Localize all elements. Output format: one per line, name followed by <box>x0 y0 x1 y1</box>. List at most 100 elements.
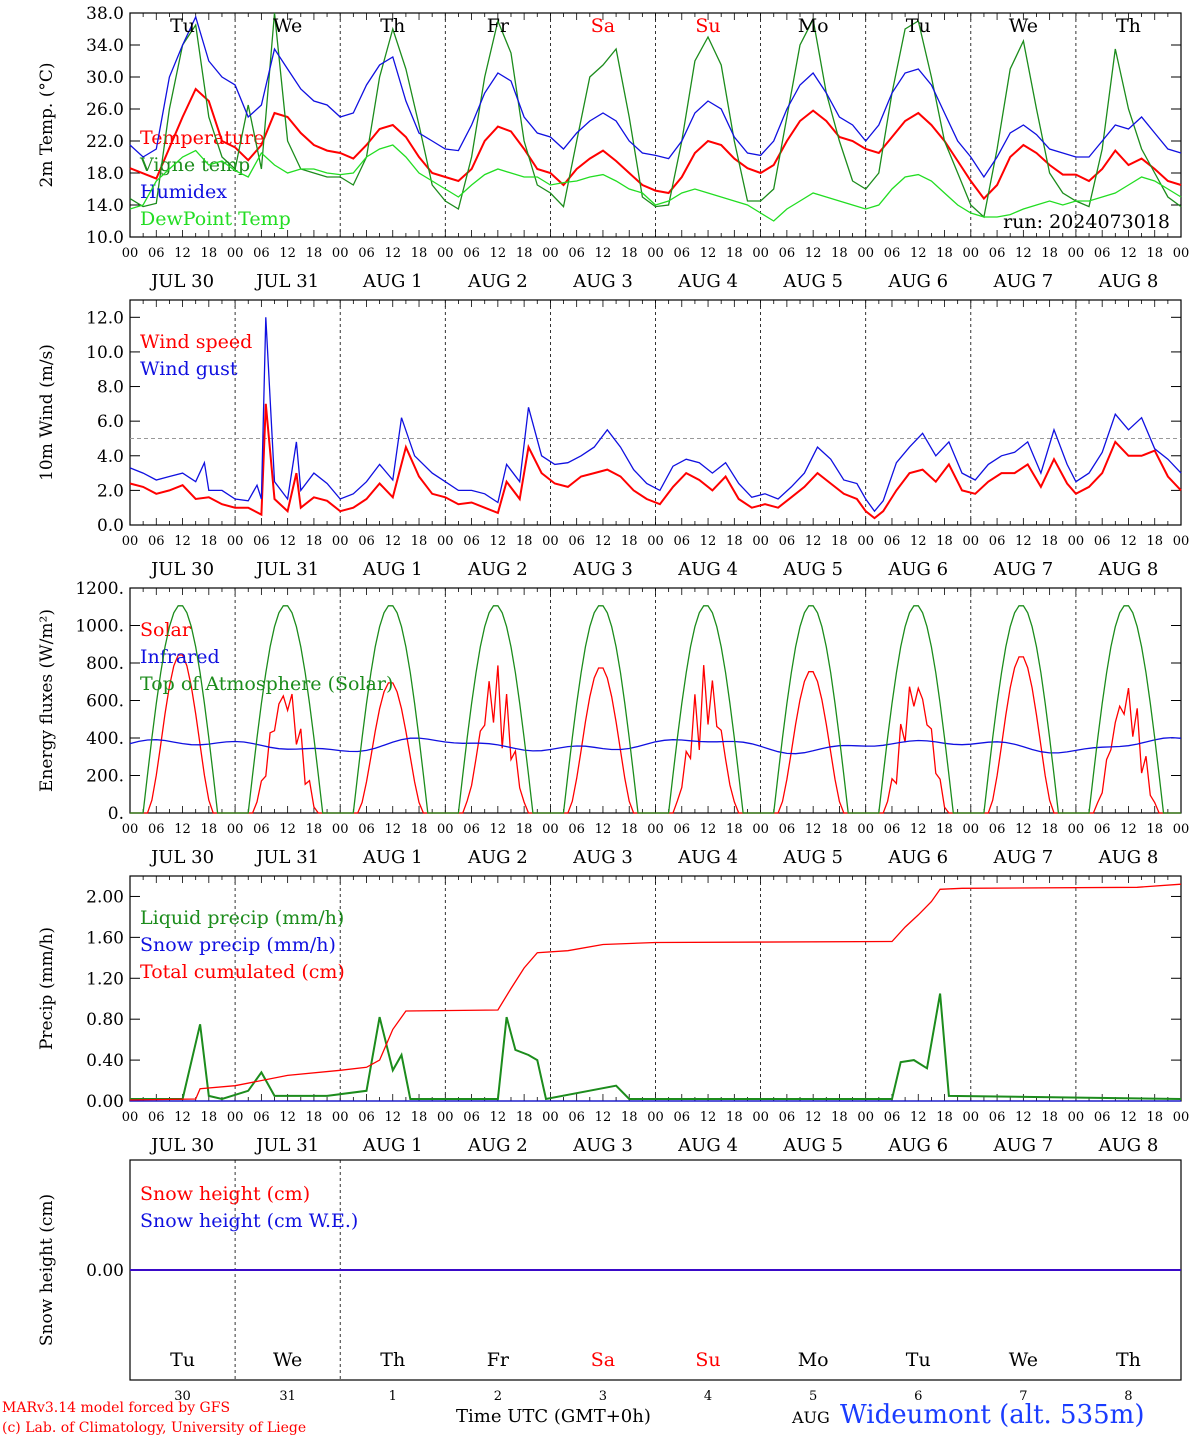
hour-label: 18 <box>306 822 323 837</box>
y-tick-label: 12.0 <box>86 308 124 328</box>
hour-label: 00 <box>122 822 139 837</box>
hour-label: 18 <box>726 246 743 261</box>
hour-label: 00 <box>1068 534 1085 549</box>
hour-label: 12 <box>1120 534 1137 549</box>
day-number-label: 7 <box>1019 1389 1027 1404</box>
hour-label: 00 <box>752 246 769 261</box>
weekday-label-top: We <box>273 15 302 37</box>
hour-label: 12 <box>384 822 401 837</box>
date-label: JUL 30 <box>149 847 214 868</box>
hour-label: 18 <box>201 822 218 837</box>
date-label: JUL 31 <box>254 271 319 292</box>
hour-label: 00 <box>332 1110 349 1125</box>
hour-label: 18 <box>831 534 848 549</box>
weekday-label-bottom: Sa <box>591 1349 615 1371</box>
series-line-vigne-temp <box>129 12 1182 219</box>
y-axis-label: Energy fluxes (W/m²) <box>37 609 57 792</box>
hour-label: 06 <box>674 1110 691 1125</box>
hour-label: 12 <box>910 534 927 549</box>
legend-entry: Wind gust <box>140 358 238 380</box>
date-label: AUG 6 <box>887 1135 948 1156</box>
y-tick-label: 800. <box>86 654 124 674</box>
hour-label: 00 <box>1068 1110 1085 1125</box>
y-tick-label: 38.0 <box>86 4 124 24</box>
y-tick-label: 1.20 <box>86 969 124 989</box>
hour-label: 18 <box>936 1110 953 1125</box>
y-axis-label: Snow height (cm) <box>37 1194 57 1346</box>
y-tick-label: 2.0 <box>97 481 124 501</box>
hour-label: 12 <box>700 534 717 549</box>
hour-label: 06 <box>779 534 796 549</box>
weekday-label-top: Th <box>380 15 405 37</box>
hour-label: 12 <box>910 822 927 837</box>
legend-entry: Snow height (cm) <box>140 1183 310 1205</box>
date-label: AUG 8 <box>1098 847 1159 868</box>
hour-label: 12 <box>490 246 507 261</box>
legend-entry: Top of Atmosphere (Solar) <box>140 673 393 695</box>
hour-label: 00 <box>437 1110 454 1125</box>
hour-label: 00 <box>227 1110 244 1125</box>
hour-label: 18 <box>516 246 533 261</box>
hour-label: 06 <box>463 822 480 837</box>
hour-label: 06 <box>674 246 691 261</box>
weekday-label-bottom: Su <box>695 1349 720 1371</box>
weekday-label-bottom: Th <box>1116 1349 1141 1371</box>
hour-label: 12 <box>595 534 612 549</box>
legend-entry: DewPoint Temp <box>140 208 291 230</box>
run-label: run: 2024073018 <box>1003 211 1170 233</box>
hour-label: 06 <box>779 822 796 837</box>
hour-label: 00 <box>963 534 980 549</box>
hour-label: 00 <box>227 534 244 549</box>
hour-label: 18 <box>726 1110 743 1125</box>
y-axis-label: 10m Wind (m/s) <box>37 344 57 481</box>
legend-entry: Humidex <box>140 181 227 203</box>
hour-label: 18 <box>411 534 428 549</box>
hour-label: 06 <box>884 822 901 837</box>
date-label: AUG 4 <box>677 1135 738 1156</box>
hour-label: 12 <box>174 822 191 837</box>
hour-label: 00 <box>647 246 664 261</box>
hour-label: 12 <box>910 246 927 261</box>
hour-label: 06 <box>884 1110 901 1125</box>
weekday-label-bottom: Tu <box>170 1349 195 1371</box>
weekday-label-bottom: Tu <box>906 1349 931 1371</box>
month-label: AUG <box>792 1408 830 1427</box>
hour-label: 18 <box>306 1110 323 1125</box>
y-tick-label: 26.0 <box>86 100 124 120</box>
hour-label: 12 <box>279 246 296 261</box>
y-tick-label: 1000. <box>75 617 124 637</box>
hour-label: 06 <box>463 1110 480 1125</box>
weekday-label-top: Th <box>1116 15 1141 37</box>
hour-label: 12 <box>1120 1110 1137 1125</box>
hour-label: 18 <box>201 1110 218 1125</box>
hour-label: 06 <box>253 246 270 261</box>
date-label: AUG 7 <box>992 559 1053 580</box>
series-line-liquid-precip-mm-h- <box>130 993 1182 1101</box>
hour-label: 06 <box>148 822 165 837</box>
series-line-total-cumulated-cm- <box>129 883 1182 1101</box>
hour-label: 06 <box>1094 822 1111 837</box>
hour-label: 00 <box>437 534 454 549</box>
hour-label: 00 <box>857 246 874 261</box>
panel-frame <box>129 587 1182 814</box>
hour-label: 00 <box>542 1110 559 1125</box>
hour-label: 12 <box>1015 822 1032 837</box>
hour-label: 12 <box>805 822 822 837</box>
day-number-label: 5 <box>809 1389 817 1404</box>
hour-label: 06 <box>253 822 270 837</box>
weekday-label-top: Fr <box>487 15 510 37</box>
hour-label: 00 <box>1173 1110 1190 1125</box>
series-line-infrared <box>129 736 1182 755</box>
hour-label: 00 <box>542 822 559 837</box>
hour-label: 00 <box>122 246 139 261</box>
hour-label: 06 <box>358 246 375 261</box>
hour-label: 18 <box>936 822 953 837</box>
y-tick-label: 1.60 <box>86 928 124 948</box>
hour-label: 12 <box>1015 534 1032 549</box>
hour-label: 12 <box>384 534 401 549</box>
lab-credit: (c) Lab. of Climatology, University of L… <box>2 1420 307 1436</box>
date-label: AUG 4 <box>677 271 738 292</box>
panel-frame <box>129 299 1182 526</box>
date-label: AUG 5 <box>782 559 843 580</box>
